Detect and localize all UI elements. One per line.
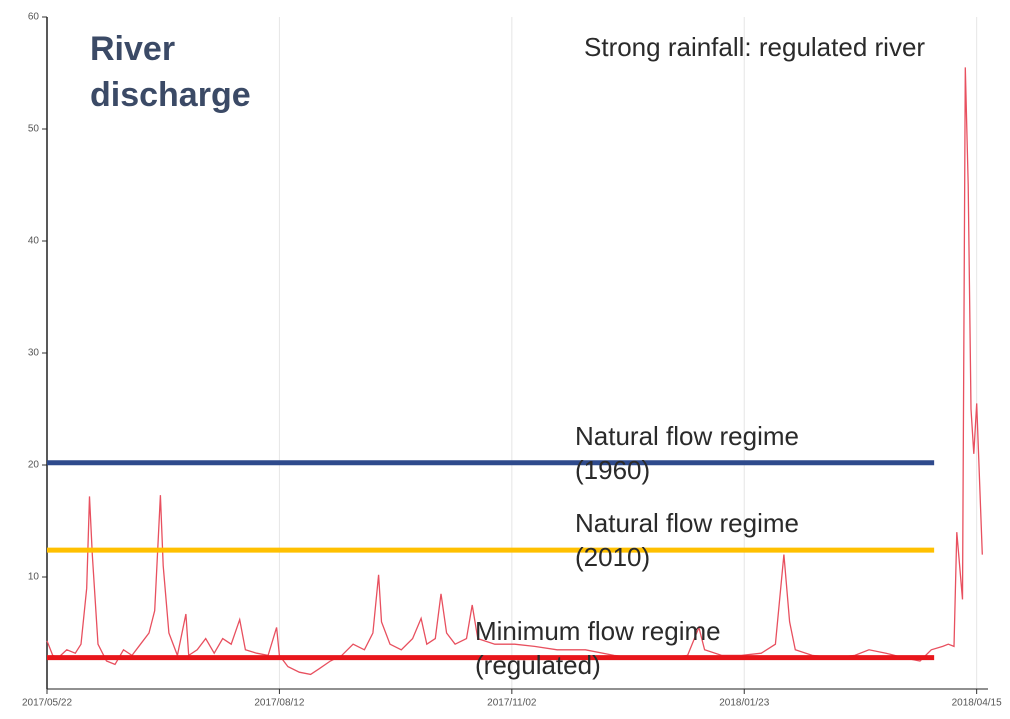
reference-label: Minimum flow regime (regulated) xyxy=(475,615,721,680)
discharge-line xyxy=(46,67,983,676)
y-tick-label: 60 xyxy=(28,12,40,23)
x-tick-label: 2018/04/15 xyxy=(952,698,1002,709)
x-tick-label: 2017/05/22 xyxy=(22,698,72,709)
x-tick-label: 2017/08/12 xyxy=(254,698,304,709)
y-tick-label: 10 xyxy=(28,572,40,583)
y-tick-label: 50 xyxy=(28,124,40,135)
reference-label: Natural flow regime (1960) xyxy=(575,420,799,485)
x-tick-label: 2018/01/23 xyxy=(719,698,769,709)
reference-label: Natural flow regime (2010) xyxy=(575,508,799,573)
chart-title: River discharge xyxy=(90,30,251,114)
y-tick-label: 40 xyxy=(28,236,40,247)
y-tick-label: 30 xyxy=(28,348,40,359)
y-tick-label: 20 xyxy=(28,460,40,471)
annotation: Strong rainfall: regulated river xyxy=(584,32,926,62)
x-tick-label: 2017/11/02 xyxy=(487,698,537,709)
